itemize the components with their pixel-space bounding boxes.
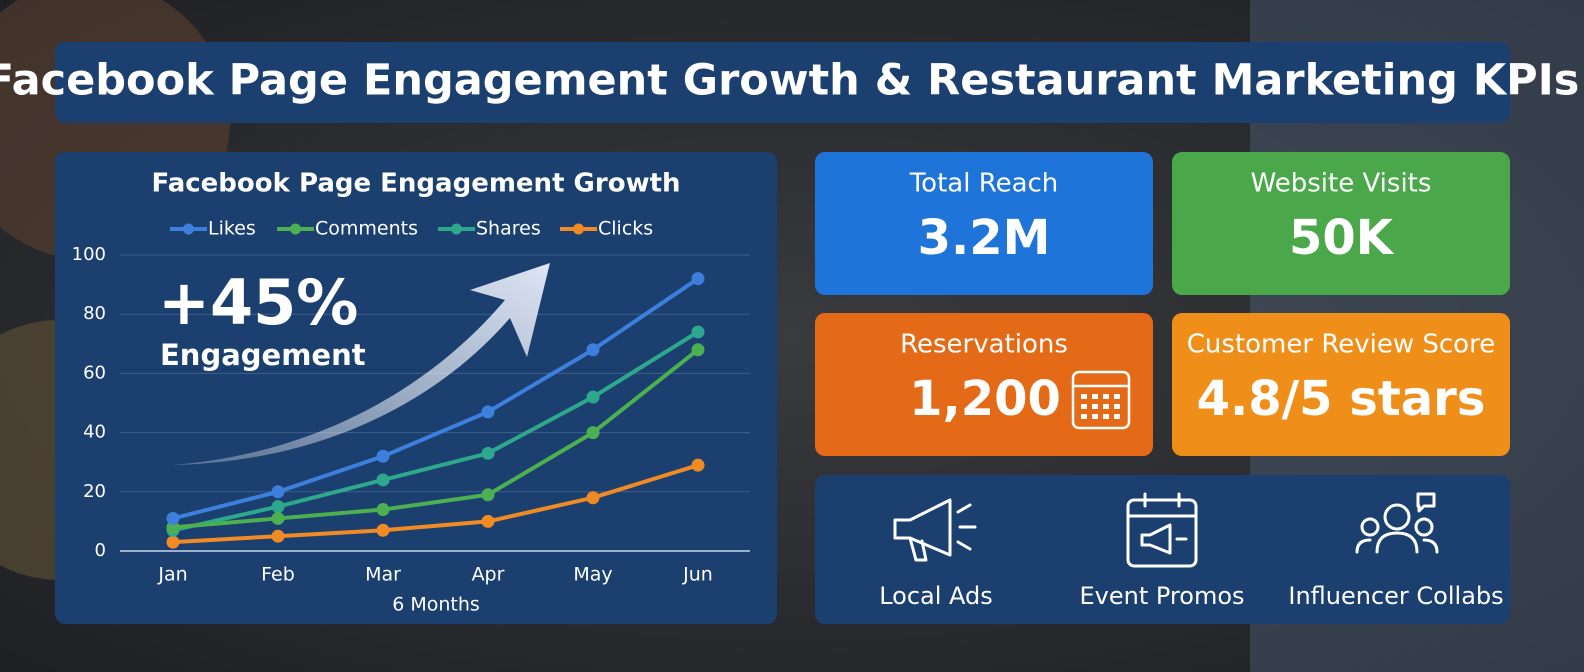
kpi-label: Total Reach [909,169,1059,199]
x-tick-label: Jun [682,564,713,586]
x-tick-label: Jan [157,564,187,586]
tactic-icons [893,492,1439,568]
data-point [271,500,285,514]
legend-label: Likes [208,218,256,240]
calendar-megaphone-icon [1126,492,1198,568]
legend-marker [451,223,462,235]
kpi-label: Customer Review Score [1187,330,1495,360]
tactic-label: Local Ads [879,582,993,610]
legend-marker [183,223,194,235]
y-tick-label: 0 [95,540,106,561]
calendar-cell [1081,394,1087,399]
kpi-label: Reservations [900,330,1068,360]
data-point [691,272,705,286]
data-point [376,503,390,517]
kpi-value: 4.8/5 stars [1197,371,1486,427]
legend-marker [290,223,301,235]
data-point [691,343,705,357]
calendar-cell [1081,414,1087,419]
legend-label: Comments [315,218,418,240]
title-banner [55,42,1510,123]
annotation-value: +45% [158,266,358,339]
tactic-label: Influencer Collabs [1288,582,1503,610]
data-point [691,458,705,472]
calendar-cell [1114,414,1120,419]
x-axis-label: 6 Months [392,594,480,616]
data-point [271,511,285,525]
chart-title: Facebook Page Engagement Growth [151,169,680,199]
y-tick-label: 20 [83,481,106,502]
data-point [481,405,495,419]
kpi-value: 50K [1289,210,1395,266]
x-tick-label: May [573,564,612,586]
calendar-cell [1092,404,1098,409]
data-point [271,485,285,499]
data-point [271,529,285,543]
x-tick-label: Mar [365,564,401,586]
series-line [172,348,700,530]
data-point [166,511,180,525]
data-point [376,473,390,487]
series-line [172,330,700,533]
kpi-card [815,152,1153,295]
chart-panel: Facebook Page Engagement Growth 6 Months… [55,152,777,624]
legend-label: Shares [476,218,541,240]
kpi-card [1172,313,1510,456]
data-point [586,426,600,440]
series-line [172,463,699,545]
x-tick-label: Apr [472,564,505,586]
kpi-cards: Total Reach 3.2M Website Visits 50K Reservat… [815,152,1510,456]
y-tick-label: 100 [72,244,106,265]
calendar-cell [1103,394,1109,399]
megaphone-icon [893,498,977,562]
calendar-cell [1092,394,1098,399]
series-line [172,277,700,521]
x-tick-label: Feb [261,564,295,586]
kpi-card [1172,152,1510,295]
data-point [586,491,600,505]
y-tick-label: 60 [83,362,106,383]
legend-marker [573,223,584,235]
kpi-label: Website Visits [1251,169,1432,199]
calendar-body [1071,370,1131,430]
calendar-cell [1114,394,1120,399]
data-point [376,449,390,463]
growth-arrow [172,263,550,465]
page-title: Facebook Page Engagement Growth & Restau… [0,56,1579,106]
data-point [166,520,180,534]
data-point [481,514,495,528]
data-point [376,523,390,537]
calendar-cell [1092,414,1098,419]
kpi-card [815,313,1153,456]
y-tick-label: 40 [83,422,106,443]
kpi-value: 3.2M [918,210,1051,266]
y-tick-label: 80 [83,303,106,324]
calendar-icon [1071,370,1131,430]
data-point [586,390,600,404]
calendar-cell [1114,404,1120,409]
tactic-labels: Local Ads Event Promos Influencer Collabs [879,582,1503,610]
influencer-icon [1355,492,1439,554]
kpi-value: 1,200 [909,371,1061,427]
tactic-label: Event Promos [1079,582,1244,610]
annotation-label: Engagement [160,338,366,372]
data-point [691,325,705,339]
data-point [481,488,495,502]
data-point [586,343,600,357]
calendar-cell [1103,404,1109,409]
data-point [166,535,180,549]
data-point [481,446,495,460]
calendar-cell [1103,414,1109,419]
calendar-cell [1081,404,1087,409]
legend-label: Clicks [598,218,653,240]
